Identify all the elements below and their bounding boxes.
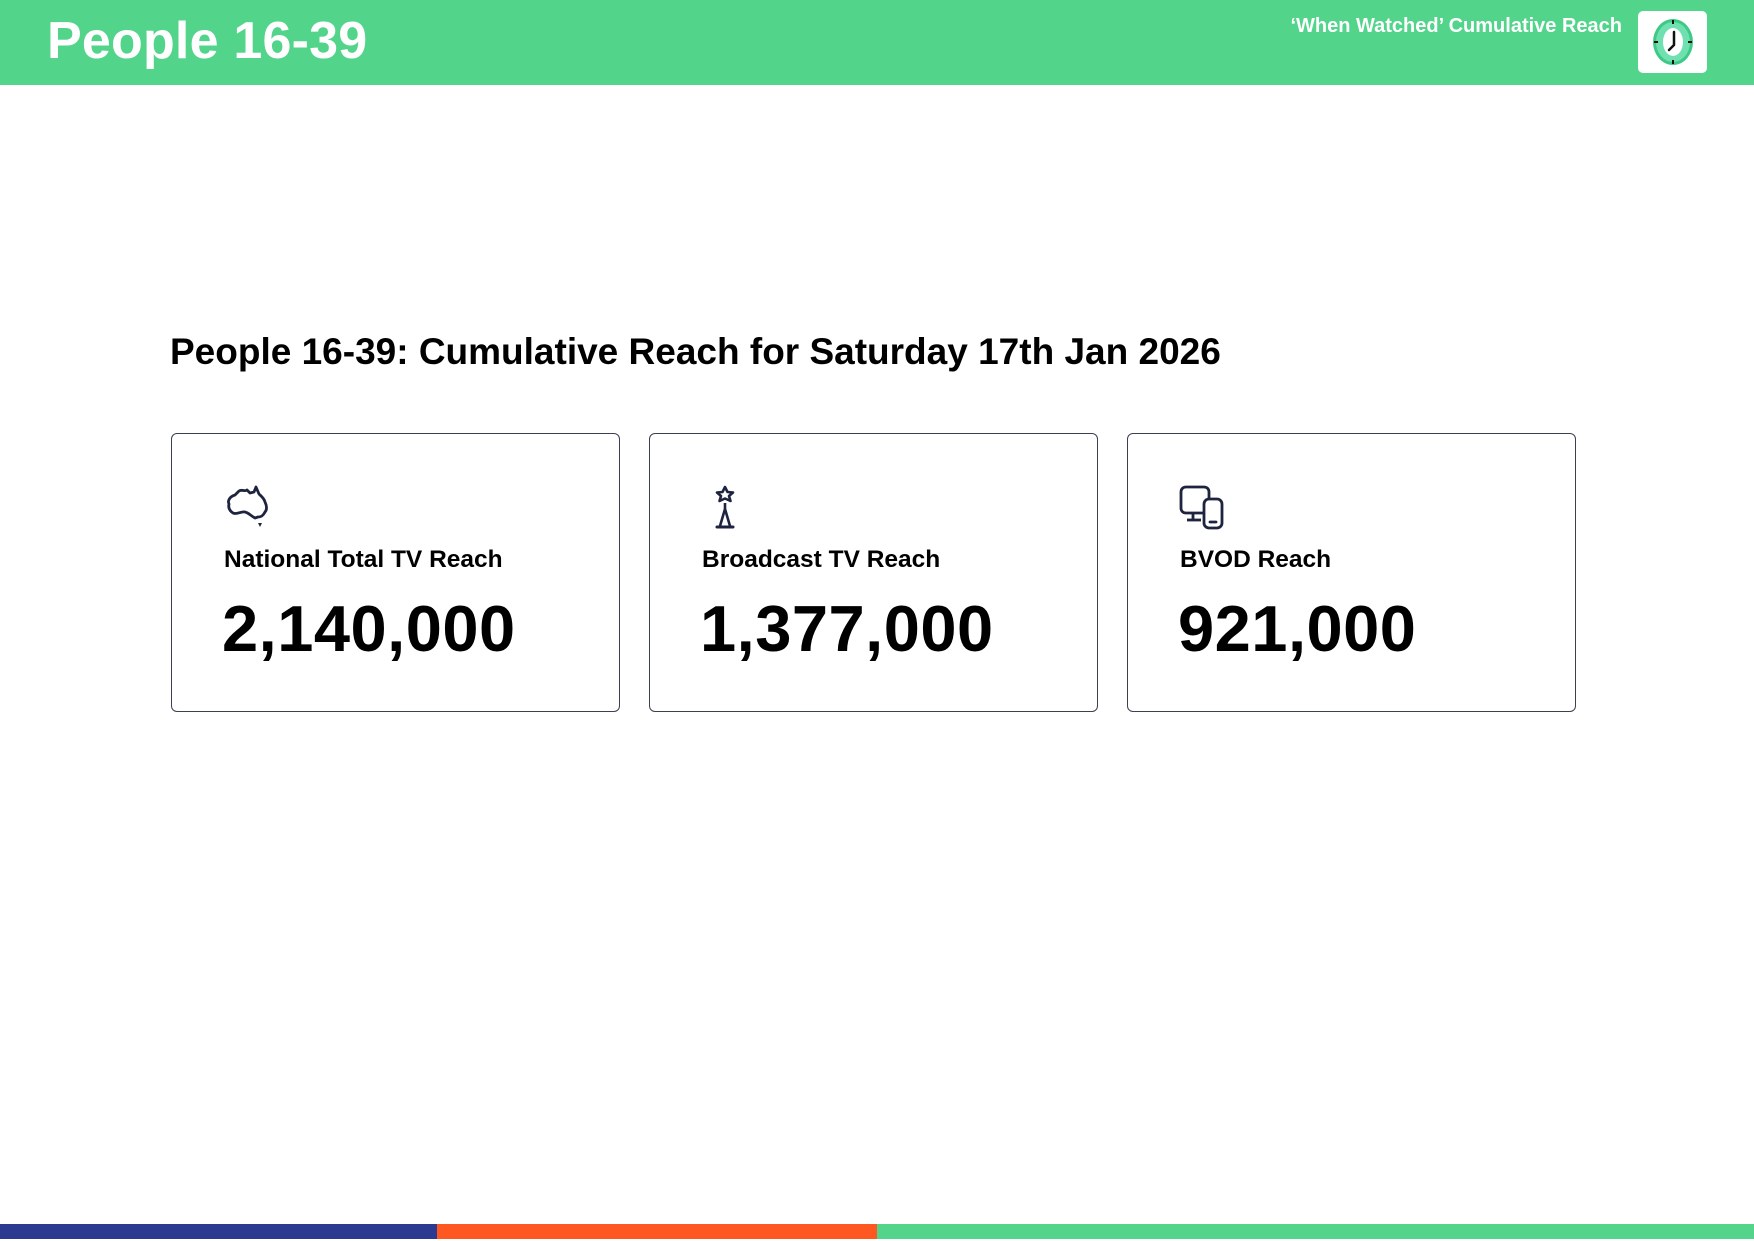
broadcast-tower-icon bbox=[715, 485, 735, 529]
footer-segment-orange bbox=[437, 1224, 877, 1239]
card-label: BVOD Reach bbox=[1180, 546, 1332, 573]
card-value: 921,000 bbox=[1178, 592, 1417, 665]
header-bar: People 16-39 ‘When Watched’ Cumulative R… bbox=[0, 0, 1754, 85]
footer-color-bar bbox=[0, 1224, 1754, 1239]
header-subtitle: ‘When Watched’ Cumulative Reach bbox=[1290, 15, 1622, 37]
australia-map-icon bbox=[227, 485, 268, 527]
page-subtitle: People 16-39: Cumulative Reach for Satur… bbox=[170, 331, 1221, 372]
card-national-total-tv-reach: National Total TV Reach 2,140,000 bbox=[171, 433, 620, 712]
card-broadcast-tv-reach: Broadcast TV Reach 1,377,000 bbox=[649, 433, 1098, 712]
footer-segment-blue bbox=[0, 1224, 437, 1239]
clock-icon bbox=[1652, 19, 1693, 65]
card-label: National Total TV Reach bbox=[224, 546, 503, 573]
card-bvod-reach: BVOD Reach 921,000 bbox=[1127, 433, 1576, 712]
card-label: Broadcast TV Reach bbox=[702, 546, 941, 573]
card-value: 2,140,000 bbox=[222, 592, 516, 665]
devices-icon bbox=[1179, 485, 1224, 530]
header-title: People 16-39 bbox=[47, 12, 368, 70]
footer-segment-green bbox=[877, 1224, 1754, 1239]
clock-logo bbox=[1638, 11, 1707, 73]
card-value: 1,377,000 bbox=[700, 592, 994, 665]
reach-cards: National Total TV Reach 2,140,000 Broadc… bbox=[171, 433, 1576, 712]
